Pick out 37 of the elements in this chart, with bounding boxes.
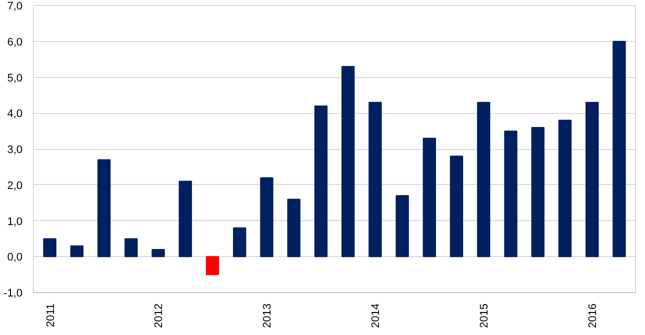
y-tick-label: 5,0 xyxy=(7,72,23,84)
x-tick-label: 2011 xyxy=(44,304,57,328)
bar xyxy=(206,256,220,276)
bar xyxy=(124,238,138,258)
bar xyxy=(152,248,165,258)
x-tick-label: 2015 xyxy=(478,303,491,328)
bar xyxy=(232,227,246,258)
x-tick-label: 2013 xyxy=(262,303,274,328)
x-tick-label: 2012 xyxy=(153,303,166,328)
bar xyxy=(70,245,84,258)
bar xyxy=(586,102,599,258)
y-tick-label: -1,0 xyxy=(4,288,23,300)
bar xyxy=(450,156,464,258)
bar xyxy=(612,40,626,258)
y-tick-label: 6,0 xyxy=(7,36,23,48)
bar xyxy=(341,66,355,258)
bar xyxy=(287,198,300,258)
y-tick-label: 1,0 xyxy=(7,216,23,228)
y-tick-label: 4,0 xyxy=(7,108,23,120)
bar xyxy=(43,238,56,258)
bar xyxy=(558,120,572,258)
bar xyxy=(504,130,518,258)
bar xyxy=(368,102,382,258)
bar xyxy=(260,177,274,258)
y-tick-label: 0,0 xyxy=(7,252,23,264)
bar xyxy=(422,138,436,258)
y-tick-label: 7,0 xyxy=(7,0,23,12)
bar xyxy=(477,102,490,258)
x-tick-label: 2016 xyxy=(587,303,600,328)
bar xyxy=(531,126,544,258)
bar xyxy=(178,180,192,258)
bar xyxy=(396,195,409,258)
y-tick-label: 3,0 xyxy=(7,144,23,156)
x-tick-label: 2014 xyxy=(370,303,382,328)
bar xyxy=(97,159,111,258)
bar xyxy=(314,105,328,258)
y-tick-label: 2,0 xyxy=(7,180,23,192)
